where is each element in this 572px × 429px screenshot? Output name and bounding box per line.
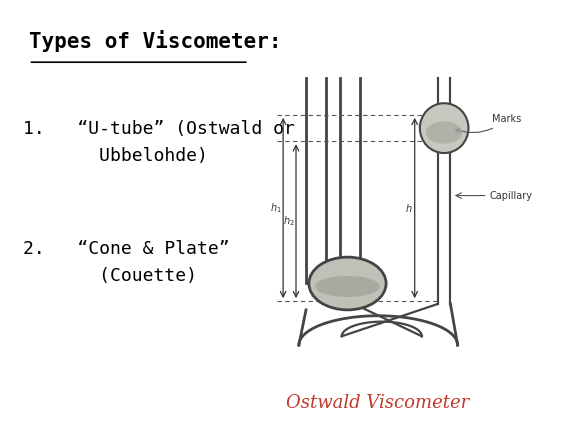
Text: $h_1$: $h_1$ (270, 201, 282, 215)
Text: Marks: Marks (456, 114, 521, 133)
Ellipse shape (420, 103, 468, 153)
Ellipse shape (426, 121, 462, 144)
Text: $h$: $h$ (404, 202, 412, 214)
Text: Capillary: Capillary (489, 190, 532, 200)
Text: 2.   “Cone & Plate”
       (Couette): 2. “Cone & Plate” (Couette) (23, 240, 229, 284)
Text: Types of Viscometer:: Types of Viscometer: (29, 30, 281, 52)
Text: Ostwald Viscometer: Ostwald Viscometer (286, 394, 469, 412)
Ellipse shape (309, 257, 386, 310)
Text: $h_2$: $h_2$ (283, 214, 295, 228)
Text: 1.   “U-tube” (Ostwald or
       Ubbelohde): 1. “U-tube” (Ostwald or Ubbelohde) (23, 120, 295, 164)
Ellipse shape (315, 276, 380, 297)
